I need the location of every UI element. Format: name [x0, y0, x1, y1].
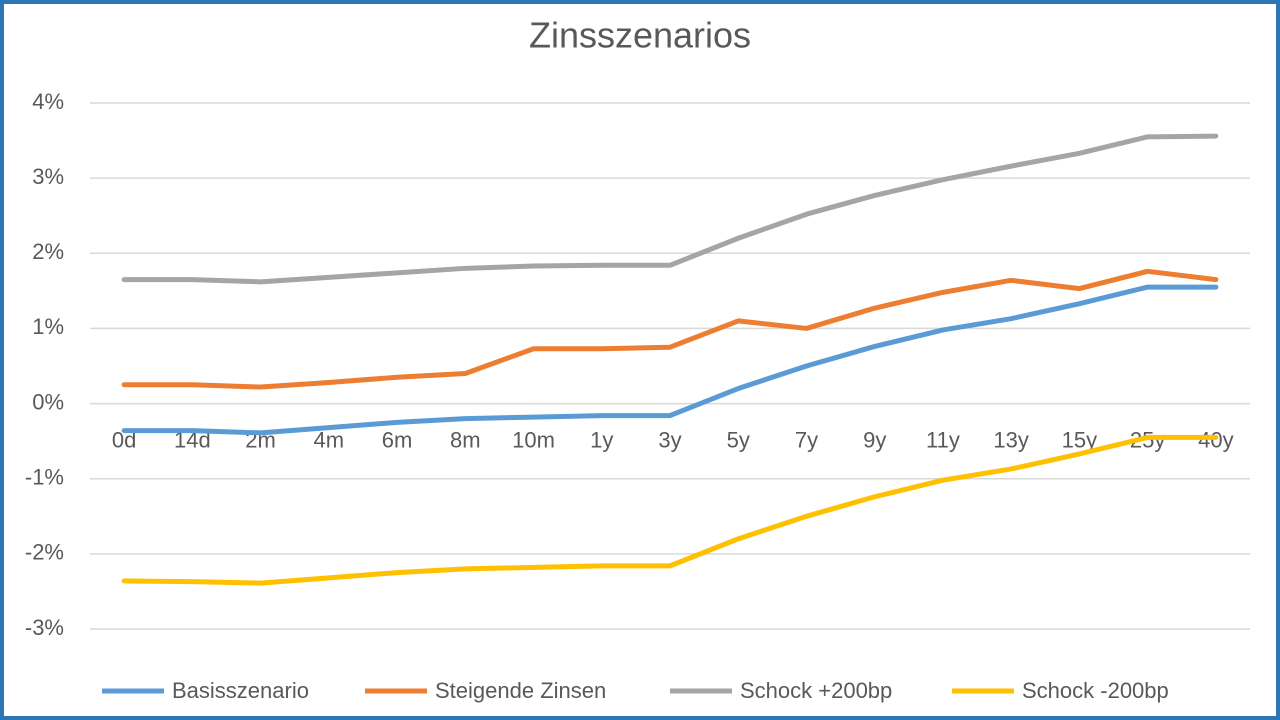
- x-tick-label: 5y: [727, 427, 750, 452]
- y-tick-label: -1%: [25, 465, 64, 490]
- y-tick-label: 4%: [32, 89, 64, 114]
- x-tick-label: 10m: [512, 427, 555, 452]
- x-tick-label: 15y: [1062, 427, 1097, 452]
- y-tick-label: 3%: [32, 164, 64, 189]
- x-tick-label: 1y: [590, 427, 613, 452]
- y-tick-label: -3%: [25, 615, 64, 640]
- x-tick-label: 13y: [993, 427, 1028, 452]
- y-tick-label: 0%: [32, 389, 64, 414]
- series-line: [121, 133, 1219, 285]
- legend: Basisszenario Steigende Zinsen Schock +200…: [102, 678, 1169, 703]
- x-tick-label: 7y: [795, 427, 818, 452]
- series-line: [121, 284, 1219, 436]
- x-tick-label: 9y: [863, 427, 886, 452]
- x-axis: 0d 14d 2m 4m 6m 8m 10m 1y 3y 5y 7y 9y 11y 13y 15y 25y 40…: [112, 427, 1234, 452]
- legend-label: Basisszenario: [172, 678, 309, 703]
- chart-title: Zinsszenarios: [529, 15, 751, 56]
- series-line: [121, 434, 1219, 586]
- legend-label: Steigende Zinsen: [435, 678, 606, 703]
- grid: -3% -2% -1% 0% 1% 2% 3% 4%: [25, 89, 1250, 640]
- series-line: [121, 268, 1219, 390]
- x-tick-label: 11y: [926, 427, 960, 452]
- y-tick-label: 1%: [32, 314, 64, 339]
- x-tick-label: 6m: [382, 427, 413, 452]
- x-tick-label: 4m: [314, 427, 345, 452]
- legend-label: Schock -200bp: [1022, 678, 1169, 703]
- plot-lines: [121, 133, 1219, 586]
- x-tick-label: 8m: [450, 427, 481, 452]
- y-tick-label: 2%: [32, 239, 64, 264]
- x-tick-label: 3y: [658, 427, 681, 452]
- y-tick-label: -2%: [25, 540, 64, 565]
- legend-label: Schock +200bp: [740, 678, 892, 703]
